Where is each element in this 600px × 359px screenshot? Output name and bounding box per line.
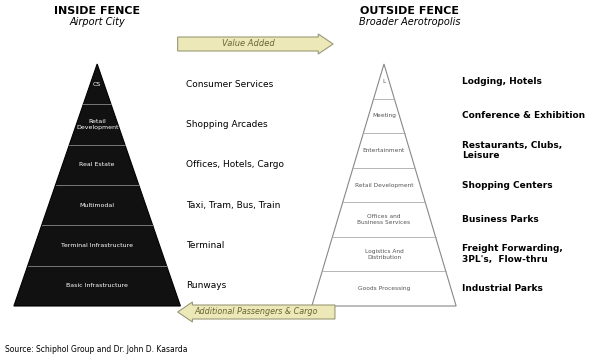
Text: Freight Forwarding,
3PL's,  Flow-thru: Freight Forwarding, 3PL's, Flow-thru (461, 244, 562, 264)
Text: Offices, Hotels, Cargo: Offices, Hotels, Cargo (186, 160, 284, 169)
Text: Value Added: Value Added (221, 39, 274, 48)
Polygon shape (178, 302, 335, 322)
Text: Retail
Development: Retail Development (76, 119, 118, 130)
Text: Source: Schiphol Group and Dr. John D. Kasarda: Source: Schiphol Group and Dr. John D. K… (5, 345, 187, 354)
Text: Terminal: Terminal (186, 241, 224, 250)
Text: Broader Aerotropolis: Broader Aerotropolis (359, 17, 461, 27)
Text: CS: CS (93, 81, 101, 87)
Text: Industrial Parks: Industrial Parks (461, 284, 542, 293)
Text: Entertainment: Entertainment (363, 148, 405, 153)
Text: Lodging, Hotels: Lodging, Hotels (461, 77, 542, 86)
Text: Logistics And
Distribution: Logistics And Distribution (365, 249, 403, 260)
Text: Restaurants, Clubs,
Leisure: Restaurants, Clubs, Leisure (461, 141, 562, 160)
Text: Shopping Arcades: Shopping Arcades (186, 120, 268, 129)
Text: Multimodal: Multimodal (80, 203, 115, 208)
Text: Goods Processing: Goods Processing (358, 286, 410, 291)
Text: Business Parks: Business Parks (461, 215, 538, 224)
Text: OUTSIDE FENCE: OUTSIDE FENCE (361, 6, 460, 16)
Text: Airport City: Airport City (69, 17, 125, 27)
Text: Additional Passengers & Cargo: Additional Passengers & Cargo (194, 308, 318, 317)
Text: Runways: Runways (186, 281, 226, 290)
Text: Offices and
Business Services: Offices and Business Services (358, 214, 410, 225)
Text: L: L (382, 79, 386, 84)
Text: Consumer Services: Consumer Services (186, 80, 273, 89)
Text: INSIDE FENCE: INSIDE FENCE (54, 6, 140, 16)
Polygon shape (312, 64, 456, 306)
Text: Meeting: Meeting (372, 113, 396, 118)
Text: Shopping Centers: Shopping Centers (461, 181, 553, 190)
Text: Taxi, Tram, Bus, Train: Taxi, Tram, Bus, Train (186, 201, 280, 210)
Text: Terminal Infrastructure: Terminal Infrastructure (61, 243, 133, 248)
Text: Basic Infrastructure: Basic Infrastructure (66, 283, 128, 288)
Polygon shape (178, 34, 333, 54)
Text: Conference & Exhibition: Conference & Exhibition (461, 111, 585, 120)
Text: Real Estate: Real Estate (79, 162, 115, 167)
Polygon shape (14, 64, 181, 306)
Text: Retail Development: Retail Development (355, 182, 413, 187)
